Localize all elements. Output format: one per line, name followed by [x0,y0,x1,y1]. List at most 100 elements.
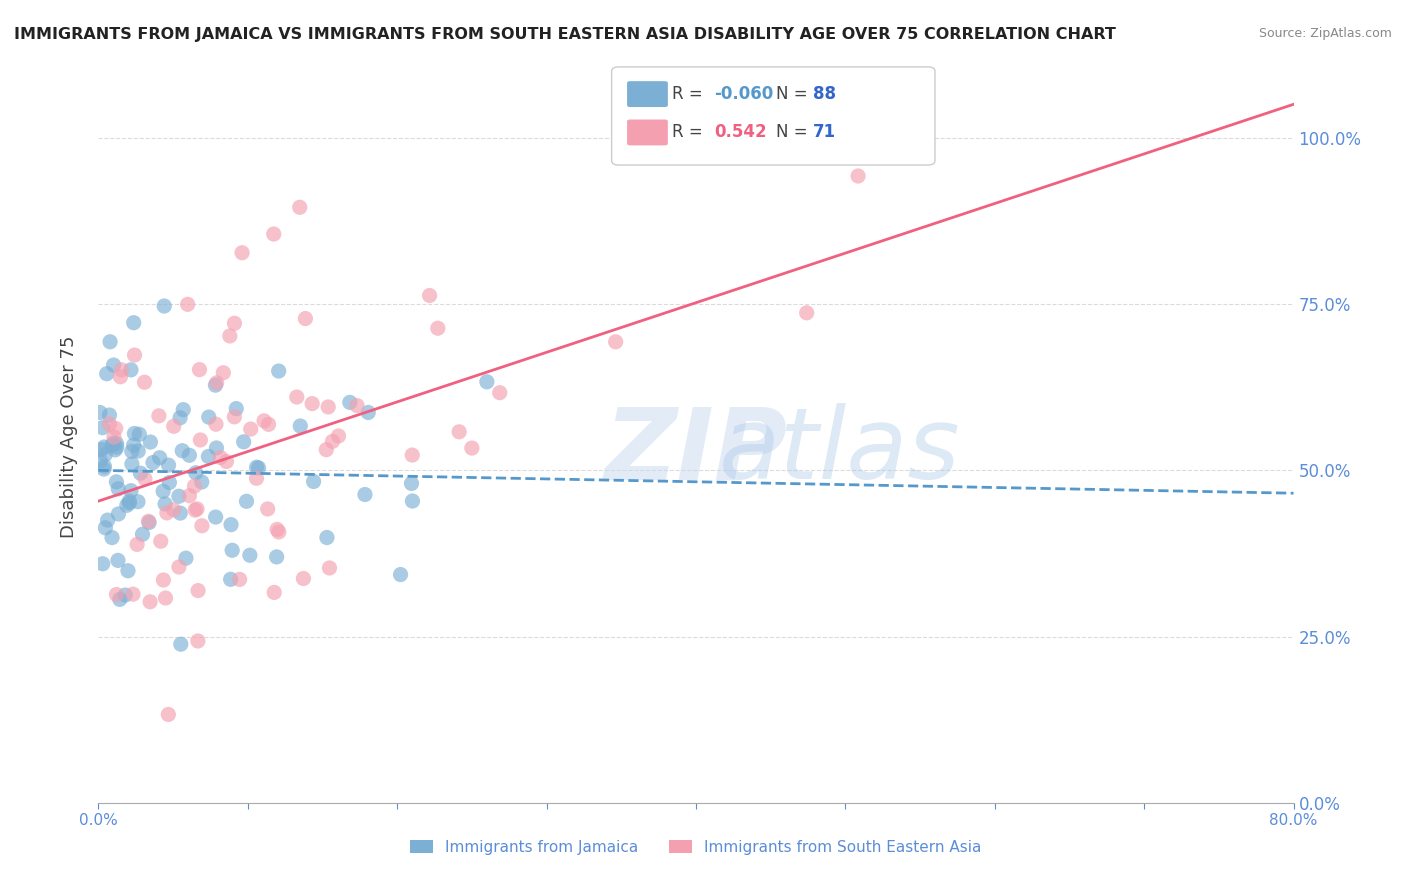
Point [190,475,212,489]
Point [103,430,125,444]
Point [401,476,423,491]
Point [142,456,165,470]
Text: 88: 88 [813,85,835,103]
Point [215,454,238,468]
Point [401,494,423,508]
Point [157,475,180,490]
Point [90,442,112,457]
Point [128,427,150,442]
Point [221,543,243,558]
Point [122,316,145,330]
Point [98,417,121,432]
Point [184,466,207,480]
Point [224,316,246,330]
Point [256,502,278,516]
Point [174,551,197,566]
Point [218,329,240,343]
Point [183,479,205,493]
Point [169,506,191,520]
Point [118,494,141,508]
Point [188,362,211,376]
Point [127,537,149,551]
Point [245,471,267,485]
Point [120,483,142,498]
Point [167,560,190,574]
Point [104,442,127,457]
Point [139,595,162,609]
Point [235,494,257,508]
Point [134,376,156,390]
Point [288,200,311,214]
Point [187,634,209,648]
Point [316,531,339,545]
Point [263,227,285,241]
Text: R =: R = [672,123,709,141]
Point [219,517,242,532]
Point [89,405,111,419]
Point [163,502,186,516]
Point [426,321,449,335]
Point [107,507,129,521]
Text: R =: R = [672,85,709,103]
Point [104,421,127,435]
Point [205,417,228,432]
Point [91,557,114,571]
Point [172,402,194,417]
Text: N =: N = [776,123,813,141]
Point [290,419,312,434]
Text: 0.542: 0.542 [714,123,766,141]
Point [294,311,316,326]
Point [263,585,285,599]
Point [346,399,368,413]
Point [796,306,818,320]
Point [389,567,412,582]
Point [176,297,198,311]
Point [205,376,228,390]
Point [247,461,270,475]
Point [488,385,510,400]
Text: ZIP: ZIP [605,403,787,500]
Point [285,390,308,404]
Point [118,496,141,510]
Point [157,458,180,472]
Point [266,523,288,537]
Point [94,521,117,535]
Text: -0.060: -0.060 [714,85,773,103]
Point [419,288,441,302]
Text: Source: ZipAtlas.com: Source: ZipAtlas.com [1258,27,1392,40]
Point [197,410,219,425]
Point [129,466,152,480]
Point [89,454,111,468]
Point [172,443,194,458]
Point [267,364,290,378]
Point [461,441,484,455]
Point [209,450,232,465]
Point [204,510,226,524]
Point [449,425,471,439]
Point [121,444,143,458]
Point [316,400,339,414]
Point [167,489,190,503]
Point [186,501,208,516]
Point [105,440,128,454]
Point [122,438,145,452]
Point [204,378,226,392]
Point [357,405,380,419]
Point [149,534,172,549]
Point [138,516,160,530]
Y-axis label: Disability Age Over 75: Disability Age Over 75 [59,335,77,539]
Point [328,429,350,443]
Point [120,363,142,377]
Point [105,475,128,489]
Point [138,514,160,528]
Point [105,436,128,450]
Point [148,409,170,423]
Point [232,434,254,449]
Point [153,299,176,313]
Point [354,487,377,501]
Point [98,334,121,349]
Point [179,448,201,462]
Point [114,588,136,602]
Point [97,513,120,527]
Point [315,442,337,457]
